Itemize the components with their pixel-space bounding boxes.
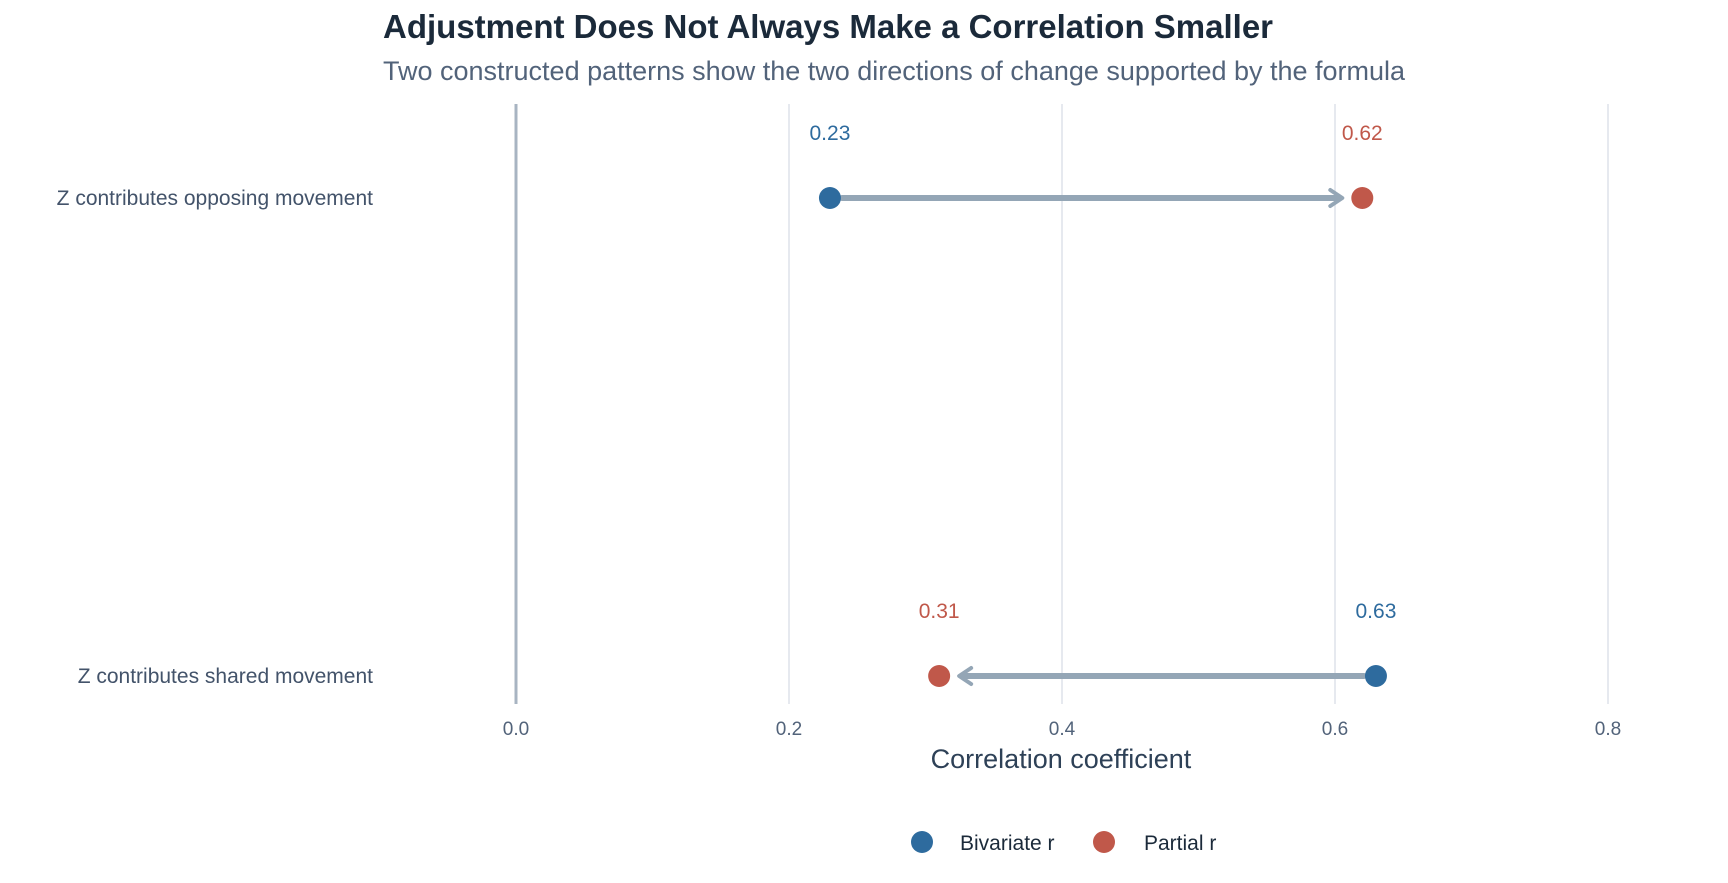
bivariate-value-label: 0.63 xyxy=(1356,600,1397,623)
category-label: Z contributes opposing movement xyxy=(57,187,373,210)
legend-partial-label: Partial r xyxy=(1144,832,1216,855)
partial-point xyxy=(1351,187,1374,209)
bivariate-value-label: 0.23 xyxy=(810,122,851,145)
x-tick-labels: 0.0 0.2 0.4 0.6 0.8 xyxy=(503,719,1621,740)
change-arrow-head xyxy=(957,666,974,686)
category-label: Z contributes shared movement xyxy=(78,665,373,688)
bivariate-point xyxy=(818,187,841,209)
chart-title: Adjustment Does Not Always Make a Correl… xyxy=(383,8,1274,45)
legend-partial-marker xyxy=(1093,831,1115,853)
dumbbell-row: Z contributes opposing movement 0.23 0.62 xyxy=(57,122,1383,210)
change-arrow-head xyxy=(1328,188,1345,208)
x-tick-label: 0.4 xyxy=(1049,719,1076,740)
partial-value-label: 0.31 xyxy=(919,600,960,623)
x-axis-label: Correlation coefficient xyxy=(931,744,1192,774)
partial-value-label: 0.62 xyxy=(1342,122,1383,145)
x-tick-label: 0.0 xyxy=(503,719,529,740)
x-tick-label: 0.2 xyxy=(776,719,802,740)
legend-bivariate-label: Bivariate r xyxy=(960,832,1055,855)
x-tick-label: 0.6 xyxy=(1322,719,1348,740)
legend: Bivariate r Partial r xyxy=(911,831,1216,855)
bivariate-point xyxy=(1364,665,1387,687)
grid-layer xyxy=(514,104,1609,704)
dumbbell-row: Z contributes shared movement 0.63 0.31 xyxy=(78,600,1397,688)
partial-point xyxy=(928,665,951,687)
chart-subtitle: Two constructed patterns show the two di… xyxy=(383,56,1406,86)
legend-bivariate-marker xyxy=(911,831,933,853)
x-tick-label: 0.8 xyxy=(1595,719,1621,740)
